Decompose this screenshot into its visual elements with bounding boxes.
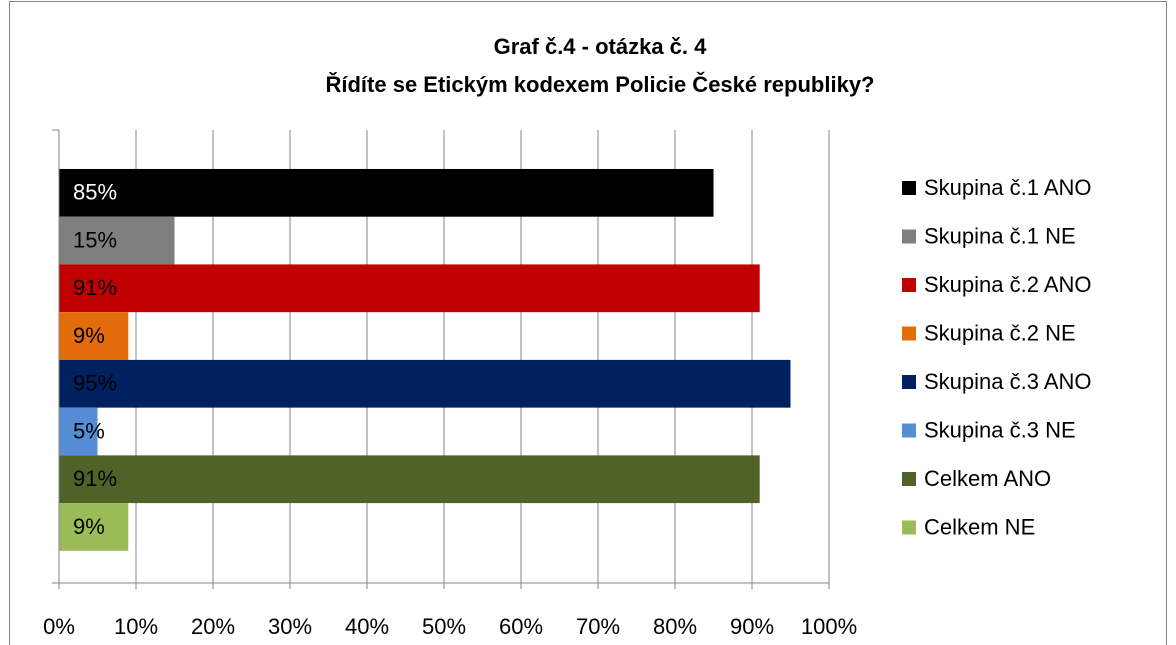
legend-label: Celkem NE: [924, 514, 1035, 539]
x-tick-label: 60%: [499, 614, 543, 639]
x-tick-label: 80%: [653, 614, 697, 639]
data-label: 85%: [73, 180, 117, 205]
x-tick-label: 90%: [730, 614, 774, 639]
x-tick-label: 50%: [422, 614, 466, 639]
bar: [59, 359, 791, 408]
legend-swatch: [902, 326, 916, 341]
x-tick-label: 10%: [114, 614, 158, 639]
bar: [59, 407, 98, 456]
x-tick-label: 70%: [576, 614, 620, 639]
data-label: 15%: [73, 227, 117, 252]
data-label: 9%: [73, 514, 105, 539]
bar: [59, 312, 129, 360]
legend-label: Skupina č.3 ANO: [924, 369, 1092, 394]
bar: [59, 168, 714, 217]
legend-swatch: [902, 278, 916, 292]
legend-label: Skupina č.1 NE: [924, 223, 1076, 248]
bar: [59, 455, 760, 504]
x-tick-label: 20%: [191, 614, 235, 639]
legend-swatch: [902, 229, 916, 244]
legend-swatch: [902, 181, 916, 195]
data-label: 91%: [73, 466, 117, 491]
legend-swatch: [902, 520, 916, 535]
x-tick-label: 100%: [801, 614, 857, 639]
chart-title: Řídíte se Etickým kodexem Policie České …: [325, 72, 874, 97]
legend-label: Skupina č.3 NE: [924, 417, 1076, 442]
x-tick-label: 30%: [268, 614, 312, 639]
chart-title: Graf č.4 - otázka č. 4: [494, 34, 708, 59]
legend-label: Skupina č.2 NE: [924, 320, 1076, 345]
bar: [59, 216, 175, 265]
bar: [59, 503, 129, 551]
data-label: 9%: [73, 323, 105, 348]
legend-label: Celkem ANO: [924, 466, 1051, 491]
legend-label: Skupina č.2 ANO: [924, 272, 1092, 297]
legend-label: Skupina č.1 ANO: [924, 175, 1092, 200]
legend-swatch: [902, 375, 916, 389]
data-label: 95%: [73, 371, 117, 396]
legend-swatch: [902, 472, 916, 486]
data-label: 91%: [73, 275, 117, 300]
x-tick-label: 40%: [345, 614, 389, 639]
legend-swatch: [902, 423, 916, 438]
chart-border: [9, 1, 1167, 645]
x-tick-label: 0%: [43, 614, 75, 639]
bar: [59, 264, 760, 313]
data-label: 5%: [73, 418, 105, 443]
